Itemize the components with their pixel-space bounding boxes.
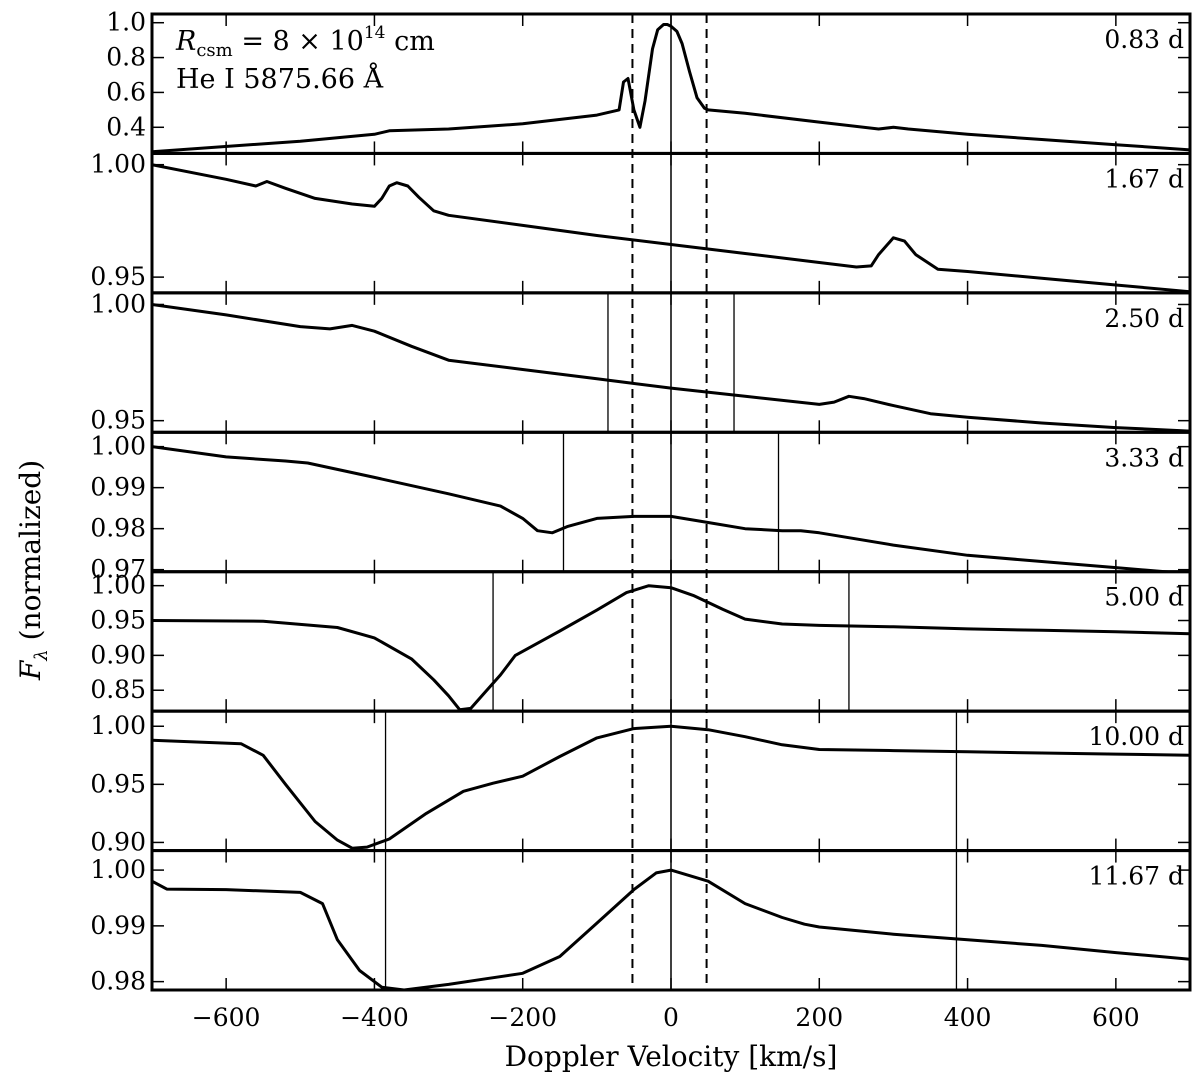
csm-radius-symbol: R bbox=[175, 26, 196, 57]
x-tick-label: 200 bbox=[795, 1003, 843, 1032]
panel-time-label: 1.67 d bbox=[1104, 164, 1184, 193]
panel-time-label: 2.50 d bbox=[1104, 304, 1184, 333]
series-line bbox=[152, 445, 1184, 572]
panel-6: 0.90 0.95 1.00 10.00 d bbox=[90, 709, 1192, 856]
panels-layer: 0.40.60.81.00.83 d0.951.001.67 d0.951.00… bbox=[90, 8, 1192, 996]
series-line bbox=[152, 163, 1190, 293]
csm-radius-value: = 8 × 10 bbox=[233, 26, 364, 57]
panel-5: 0.85 0.90 0.95 1.00 5.00 d bbox=[90, 570, 1192, 713]
y-tick-label: 1.00 bbox=[90, 432, 146, 461]
x-axis: −600 −400 −200 0 200 400 600 bbox=[192, 1003, 1140, 1032]
y-tick-label: 0.99 bbox=[90, 911, 146, 940]
y-tick-label: 0.99 bbox=[90, 473, 146, 502]
y-tick-label: 0.95 bbox=[90, 769, 146, 798]
x-tick-label: −400 bbox=[340, 1003, 409, 1032]
series-line bbox=[152, 23, 1190, 154]
x-tick-label: −600 bbox=[192, 1003, 261, 1032]
y-axis-label-rest: (normalized) bbox=[14, 460, 47, 649]
panel-2: 0.95 1.00 1.67 d bbox=[90, 150, 1192, 295]
panel-4: 0.97 0.98 0.99 1.00 3.33 d bbox=[90, 430, 1192, 584]
csm-radius-exponent: 14 bbox=[364, 23, 386, 43]
y-axis-label: Fλ (normalized) bbox=[14, 460, 52, 681]
y-axis-label-symbol: F bbox=[14, 659, 47, 681]
y-tick-label: 1.00 bbox=[90, 571, 146, 600]
y-tick-label: 0.97 bbox=[90, 555, 146, 584]
y-tick-label: 1.00 bbox=[90, 289, 146, 318]
y-tick-label: 0.8 bbox=[106, 43, 146, 72]
x-axis-label: Doppler Velocity [km/s] bbox=[505, 1040, 838, 1073]
x-tick-label: 0 bbox=[663, 1003, 679, 1032]
overlay-layer bbox=[631, 14, 708, 990]
panel-time-label: 0.83 d bbox=[1104, 25, 1184, 54]
csm-radius-annotation: Rcsm = 8 × 1014 cm bbox=[175, 23, 435, 61]
series-line bbox=[152, 724, 1190, 850]
x-tick-label: 600 bbox=[1092, 1003, 1140, 1032]
y-tick-label: 0.4 bbox=[106, 112, 146, 141]
y-tick-label: 0.90 bbox=[90, 827, 146, 856]
y-tick-label: 1.00 bbox=[90, 150, 146, 179]
x-tick-label: 400 bbox=[944, 1003, 992, 1032]
panel-time-label: 3.33 d bbox=[1104, 443, 1184, 472]
y-tick-label: 0.90 bbox=[90, 640, 146, 669]
panel-7: 0.98 0.99 1.00 11.67 d bbox=[90, 849, 1192, 996]
panel-1: 0.4 0.6 0.8 1.0 0.83 d bbox=[106, 8, 1192, 155]
series-line bbox=[152, 303, 1190, 433]
panel-time-label: 10.00 d bbox=[1088, 722, 1184, 751]
panel-3: 0.95 1.00 2.50 d bbox=[90, 289, 1192, 435]
panel-time-label: 5.00 d bbox=[1104, 583, 1184, 612]
y-tick-label: 0.98 bbox=[90, 967, 146, 996]
y-tick-label: 0.85 bbox=[90, 675, 146, 704]
y-tick-label: 0.98 bbox=[90, 514, 146, 543]
y-tick-label: 1.00 bbox=[90, 711, 146, 740]
y-tick-label: 0.95 bbox=[90, 406, 146, 435]
csm-radius-subscript: csm bbox=[196, 40, 232, 61]
line-identifier: He I 5875.66 Å bbox=[176, 62, 384, 95]
panel-time-label: 11.67 d bbox=[1088, 862, 1184, 891]
x-tick-label: −200 bbox=[488, 1003, 557, 1032]
series-line bbox=[152, 584, 1190, 712]
series-line bbox=[152, 868, 1190, 990]
y-tick-label: 0.95 bbox=[90, 606, 146, 635]
y-tick-label: 0.95 bbox=[90, 262, 146, 291]
y-tick-label: 0.6 bbox=[106, 77, 146, 106]
y-tick-label: 1.00 bbox=[90, 855, 146, 884]
csm-radius-unit: cm bbox=[386, 26, 435, 57]
y-axis-label-subscript: λ bbox=[31, 649, 52, 661]
y-tick-label: 1.0 bbox=[106, 8, 146, 37]
